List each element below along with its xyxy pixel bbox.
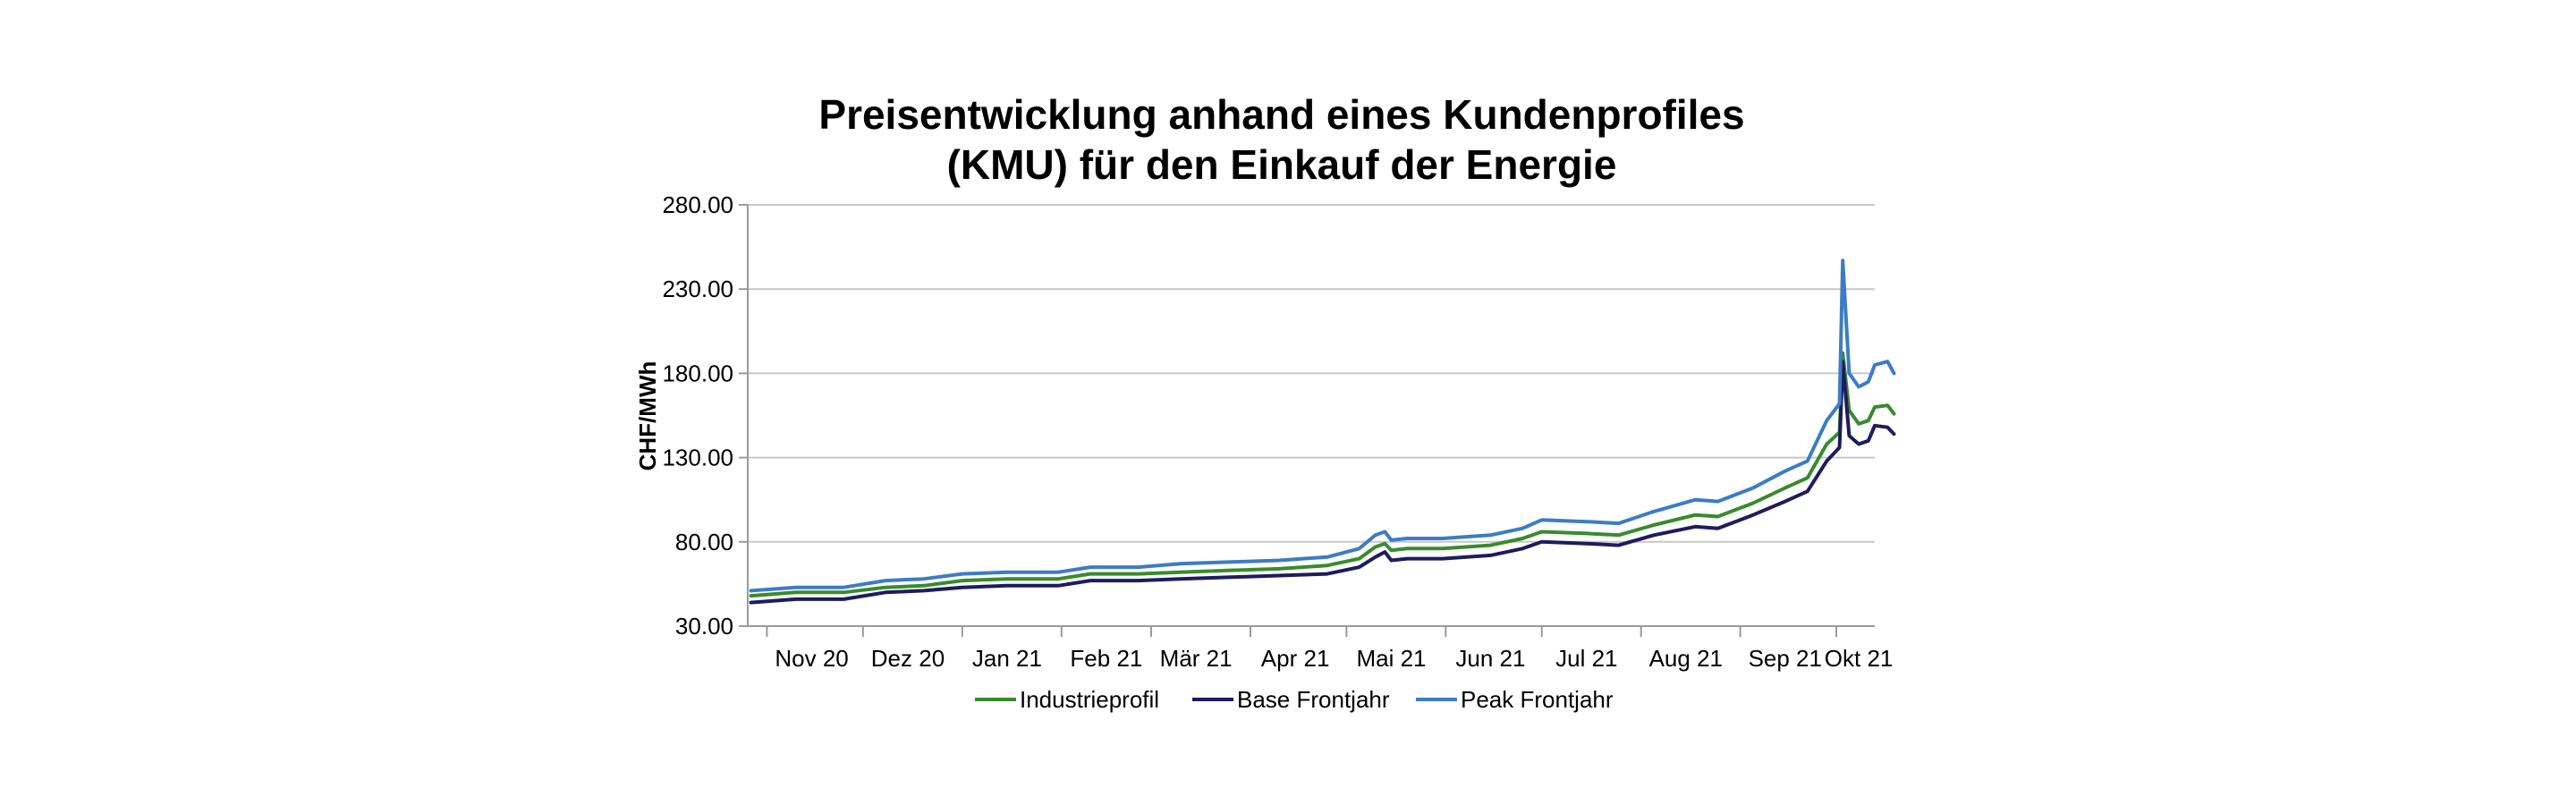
y-axis-ticks: 30.00 80.00 130.00 180.00 230.00 280.00 (662, 191, 748, 640)
series-line-base-frontjahr (749, 360, 1896, 605)
y-tick-label: 230.00 (662, 275, 733, 302)
x-tick-label: Apr 21 (1261, 645, 1330, 672)
series-line-industrieprofil (749, 351, 1896, 598)
y-tick-label: 280.00 (662, 191, 733, 218)
x-tick-label: Jun 21 (1455, 645, 1525, 672)
x-tick-label: Okt 21 (1825, 645, 1894, 672)
legend: Industrieprofil Base Frontjahr Peak Frontj… (975, 686, 1614, 713)
series-lines (749, 258, 1896, 605)
x-tick-label: Jul 21 (1555, 645, 1617, 672)
series-line-peak-frontjahr (749, 258, 1896, 593)
x-tick-label: Jan 21 (972, 645, 1042, 672)
x-axis-ticks: Nov 20 Dez 20 Jan 21 Feb 21 Mär 21 Apr 21 Mai … (766, 626, 1894, 672)
legend-label: Industrieprofil (1020, 686, 1159, 713)
chart-title-line-1: Preisentwicklung anhand eines Kundenprof… (818, 91, 1744, 138)
legend-label: Peak Frontjahr (1461, 686, 1614, 713)
y-tick-label: 180.00 (662, 360, 733, 386)
x-tick-label: Sep 21 (1749, 645, 1822, 672)
x-tick-label: Mai 21 (1356, 645, 1426, 672)
y-tick-label: 130.00 (662, 445, 733, 471)
y-tick-label: 30.00 (675, 613, 733, 640)
x-axis (747, 205, 1875, 627)
gridlines (748, 204, 1875, 543)
x-tick-label: Nov 20 (775, 645, 848, 672)
x-tick-label: Aug 21 (1649, 645, 1723, 672)
x-tick-label: Feb 21 (1070, 645, 1142, 672)
x-tick-label: Mär 21 (1160, 645, 1233, 672)
x-tick-label: Dez 20 (871, 645, 945, 672)
chart-title-line-2: (KMU) für den Einkauf der Energie (947, 141, 1617, 188)
y-tick-label: 80.00 (675, 529, 733, 555)
legend-label: Base Frontjahr (1237, 686, 1390, 713)
y-axis-label: CHF/MWh (634, 361, 661, 471)
